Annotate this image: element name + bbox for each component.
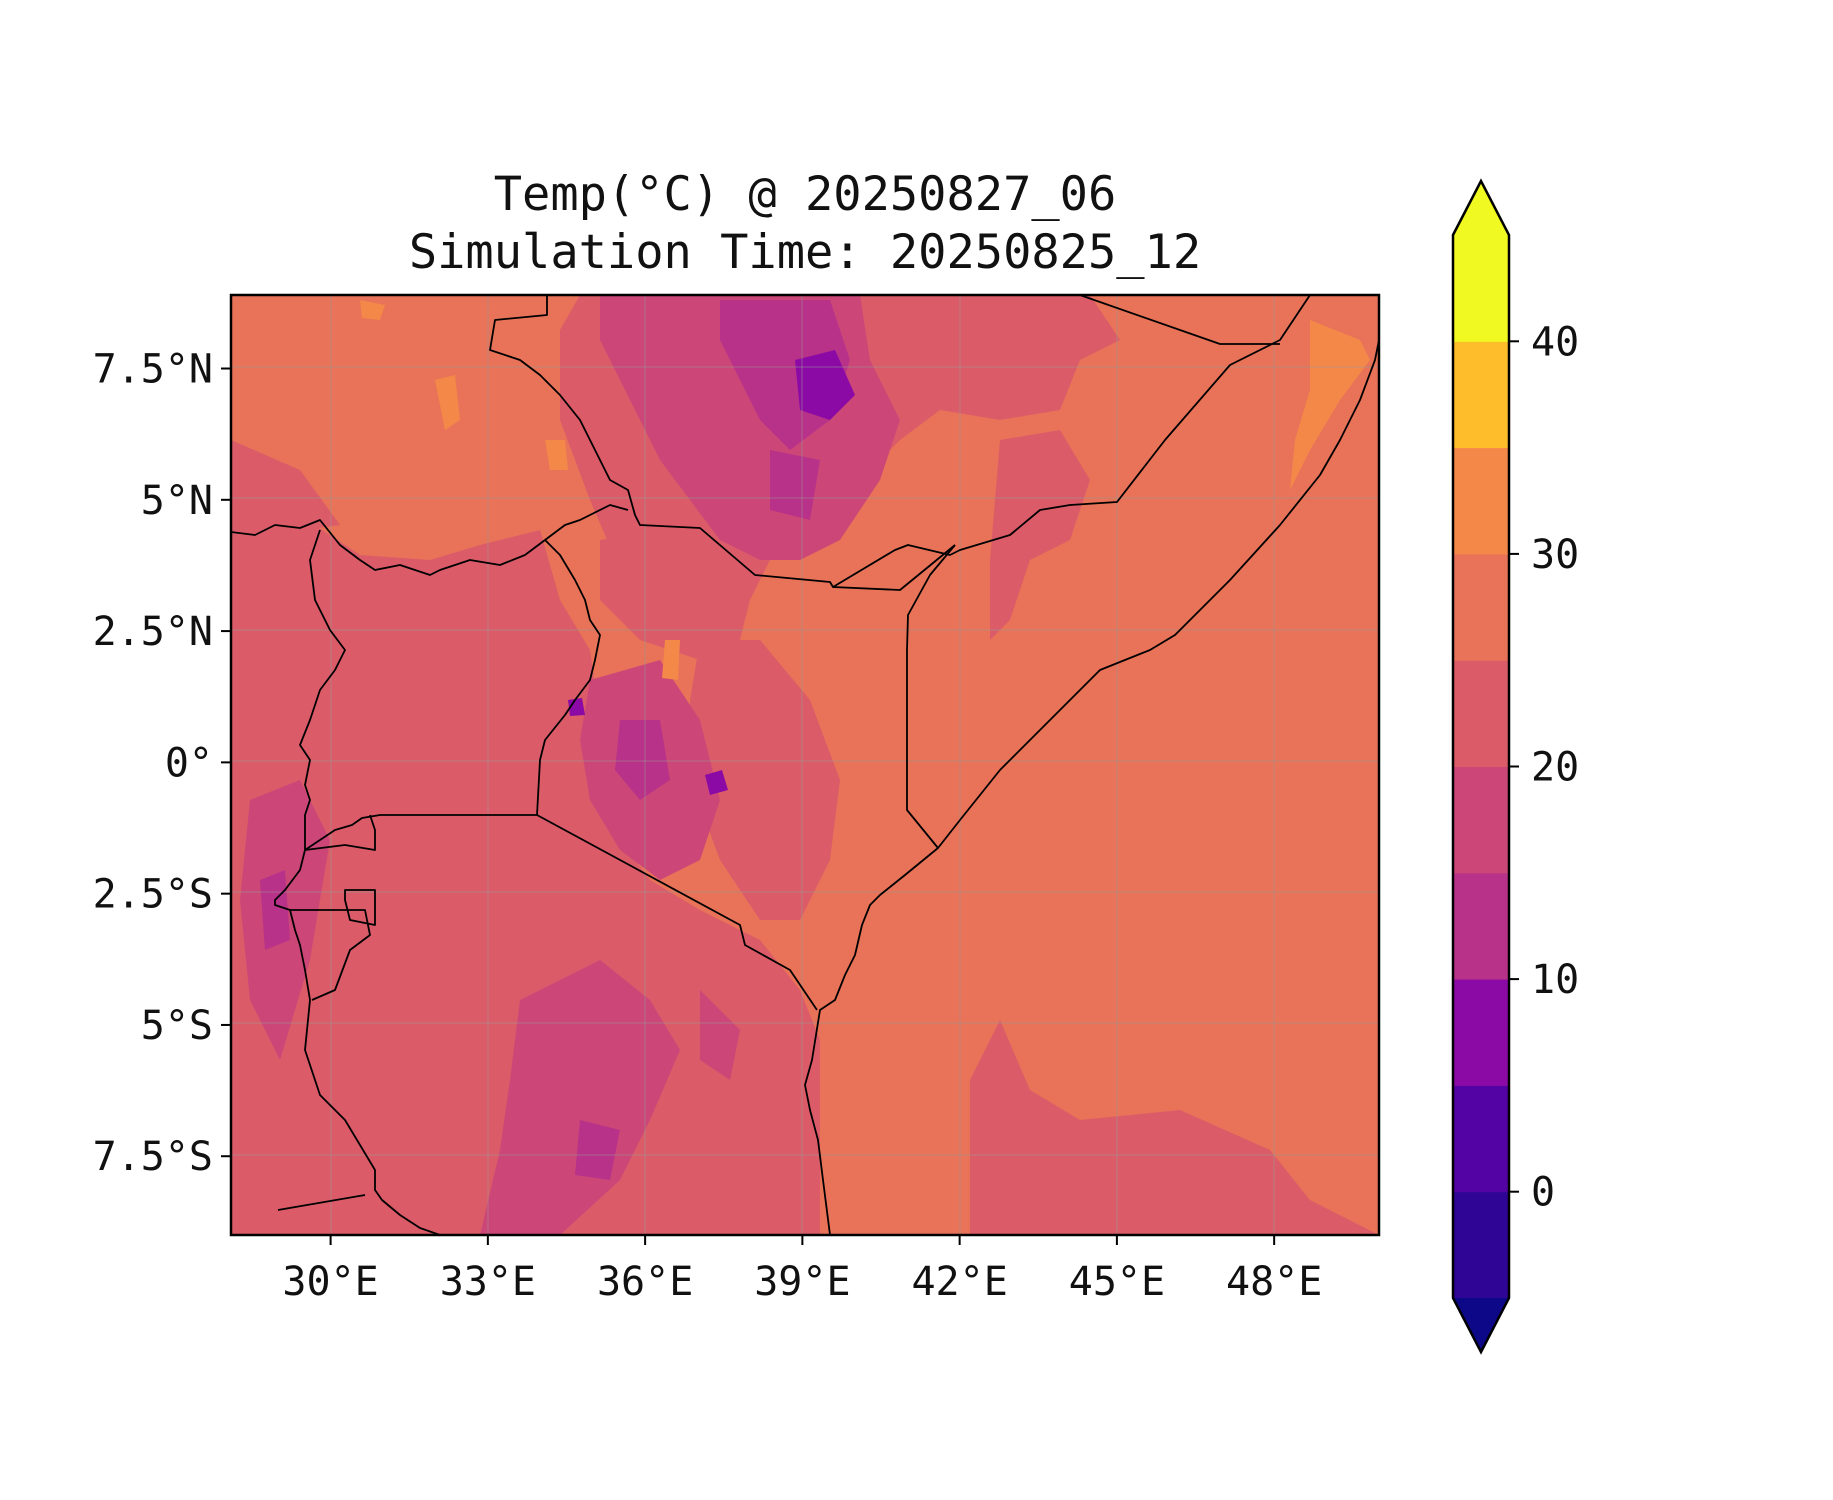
colorbar-segment bbox=[1453, 660, 1509, 767]
colorbar-tick-label: 30 bbox=[1531, 532, 1579, 578]
simulation-time-subtitle: Simulation Time: 20250825_12 bbox=[409, 225, 1201, 280]
colorbar-tick-label: 0 bbox=[1531, 1170, 1555, 1216]
map-title: Temp(°C) @ 20250827_06 bbox=[494, 167, 1117, 222]
colorbar-over-arrow bbox=[1453, 181, 1509, 235]
y-tick-label: 7.5°S bbox=[93, 1134, 213, 1180]
y-tick-label: 2.5°S bbox=[93, 872, 213, 918]
colorbar-segment bbox=[1453, 979, 1509, 1086]
y-tick-label: 2.5°N bbox=[93, 609, 213, 655]
x-tick-label: 42°E bbox=[911, 1259, 1007, 1305]
y-tick-label: 0° bbox=[165, 740, 213, 786]
colorbar: 0 10 20 30 40 bbox=[1451, 178, 1579, 1355]
colorbar-tick-label: 10 bbox=[1531, 957, 1579, 1003]
colorbar-tick-label: 20 bbox=[1531, 745, 1579, 791]
x-tick-label: 36°E bbox=[597, 1259, 693, 1305]
colorbar-segment bbox=[1453, 872, 1509, 980]
colorbar-segment bbox=[1453, 553, 1509, 661]
gridlines bbox=[231, 295, 1379, 1235]
map-panel bbox=[231, 295, 1379, 1235]
colorbar-segment bbox=[1453, 447, 1509, 555]
x-axis-ticks: 30°E 33°E 36°E 39°E 42°E 45°E 48°E bbox=[282, 1235, 1322, 1305]
colorbar-under-arrow bbox=[1453, 1298, 1509, 1352]
field-5-10 bbox=[568, 350, 855, 795]
field-30-35 bbox=[360, 300, 1370, 680]
y-tick-label: 5°S bbox=[141, 1003, 213, 1049]
colorbar-segment bbox=[1453, 235, 1509, 342]
x-tick-label: 30°E bbox=[282, 1259, 378, 1305]
colorbar-tick-label: 40 bbox=[1531, 319, 1579, 365]
map-frame bbox=[229, 293, 1381, 1237]
colorbar-segment bbox=[1453, 1085, 1509, 1193]
x-tick-label: 48°E bbox=[1226, 1259, 1322, 1305]
x-tick-label: 45°E bbox=[1069, 1259, 1165, 1305]
x-tick-label: 39°E bbox=[754, 1259, 850, 1305]
colorbar-outline bbox=[1451, 178, 1511, 1355]
y-axis-ticks: 7.5°N 5°N 2.5°N 0° 2.5°S 5°S 7.5°S bbox=[93, 347, 231, 1180]
colorbar-segment bbox=[1453, 341, 1509, 449]
colorbar-segment bbox=[1453, 766, 1509, 874]
y-tick-label: 7.5°N bbox=[93, 347, 213, 393]
country-borders bbox=[231, 295, 1379, 1235]
y-tick-label: 5°N bbox=[141, 478, 213, 524]
colorbar-segment bbox=[1453, 1191, 1509, 1299]
x-tick-label: 33°E bbox=[440, 1259, 536, 1305]
